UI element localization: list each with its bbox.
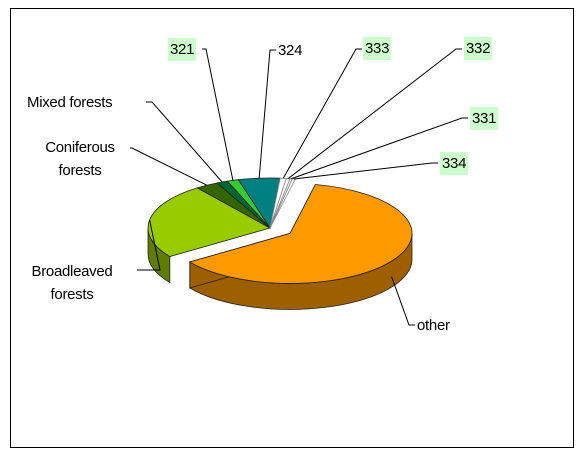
slice-label: other [417,317,450,334]
slice-label: 321 [168,38,197,61]
slice-label: 324 [278,42,303,59]
leader-line [291,117,468,180]
leader-line [258,49,276,179]
slice-label: 334 [440,152,469,175]
slice-label: Broadleaved forests [31,263,113,303]
leader-line [137,219,161,271]
slice-label: 331 [470,107,499,130]
leader-line [282,48,362,179]
leader-line [293,162,438,180]
leader-line [202,48,234,181]
slice-label: Mixed forests [27,94,113,111]
leader-line [391,276,415,326]
leader-line [146,101,223,183]
leader-line [287,48,462,179]
slice [188,184,413,284]
slice-label: 333 [363,37,392,60]
slice-label: 332 [464,37,493,60]
chart-frame [10,8,574,448]
slice-label: Coniferous forests [45,139,115,179]
leader-line [130,147,208,186]
